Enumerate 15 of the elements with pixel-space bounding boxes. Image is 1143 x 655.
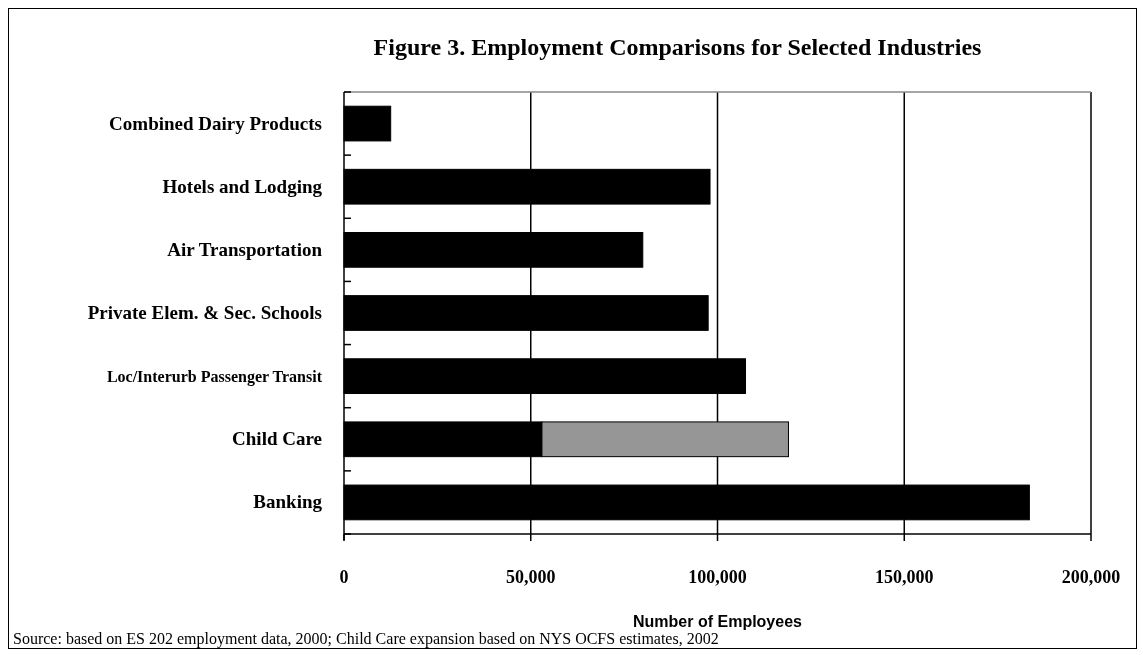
y-tick-label: Banking <box>253 491 323 513</box>
x-axis-title: Number of Employees <box>633 613 803 630</box>
x-tick-label: 0 <box>339 567 349 587</box>
x-tick-label: 50,000 <box>506 567 556 587</box>
y-tick-label: Loc/Interurb Passenger Transit <box>106 368 323 387</box>
y-tick-label: Private Elem. & Sec. Schools <box>87 302 322 323</box>
x-tick-label: 150,000 <box>875 567 934 587</box>
y-tick-label: Child Care <box>232 428 322 450</box>
y-tick-label: Combined Dairy Products <box>109 112 322 134</box>
source-note: Source: based on ES 202 employment data, 2000; Child Care expansion based on NYS OCFS estimates, 2002 <box>13 630 719 648</box>
y-tick-label: Hotels and Lodging <box>162 175 323 197</box>
chart-title: Figure 3. Employment Comparisons for Selected Industries <box>373 34 982 60</box>
y-tick-label: Air Transportation <box>167 238 323 260</box>
x-tick-label: 100,000 <box>688 567 747 587</box>
x-tick-label: 200,000 <box>1061 567 1121 587</box>
